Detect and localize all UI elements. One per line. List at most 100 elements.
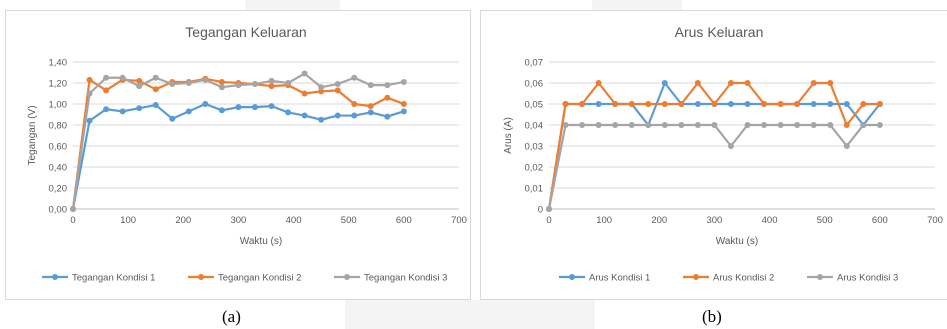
y-tick-label: 1,00 [49, 100, 68, 111]
data-point-arus-1 [694, 101, 701, 107]
data-point-tegangan-1 [351, 112, 358, 119]
data-point-arus-3 [628, 122, 635, 128]
data-point-arus-2 [876, 101, 883, 107]
data-point-arus-3 [562, 122, 569, 128]
chart-arus: Arus Keluaran 0 0,01 0,02 0,03 0,04 0,05 0,06 0,… [503, 24, 943, 284]
y-tick-label: 0,60 [49, 142, 68, 153]
data-point-arus-3 [612, 122, 619, 128]
series-line-tegangan-3 [71, 72, 405, 210]
data-point-arus-1 [744, 101, 751, 107]
legend-label: Arus Kondisi 1 [589, 273, 650, 284]
series-line-tegangan-2 [71, 77, 405, 210]
data-point-tegangan-1 [136, 105, 143, 112]
background-shade-bottom [345, 300, 595, 329]
data-point-arus-3 [694, 122, 701, 128]
x-tick-label: 200 [651, 215, 667, 226]
data-point-tegangan-3 [285, 80, 292, 86]
y-tick-label: 0,07 [525, 58, 544, 69]
data-point-arus-2 [761, 101, 768, 107]
data-point-arus-2 [628, 101, 635, 107]
legend-swatch-marker [52, 274, 58, 280]
data-point-tegangan-1 [169, 115, 176, 122]
data-point-arus-1 [843, 101, 850, 107]
y-tick-label: 0 [538, 205, 543, 216]
legend-swatch-marker [198, 274, 204, 280]
x-tick-label: 100 [596, 215, 612, 226]
data-point-tegangan-3 [152, 74, 159, 81]
data-point-tegangan-1 [367, 109, 374, 116]
data-point-arus-3 [546, 206, 552, 212]
data-point-tegangan-3 [301, 70, 308, 77]
legend-swatch-marker [817, 274, 823, 280]
data-point-tegangan-1 [384, 113, 391, 120]
legend-label: Tegangan Kondisi 2 [218, 273, 301, 284]
x-tick-label: 400 [286, 215, 302, 226]
data-point-tegangan-1 [185, 108, 192, 115]
data-point-arus-2 [860, 101, 867, 107]
data-point-tegangan-1 [103, 106, 110, 113]
data-point-tegangan-1 [235, 104, 242, 111]
data-point-tegangan-1 [202, 101, 209, 107]
x-tick-label: 500 [817, 215, 833, 226]
data-point-arus-3 [761, 122, 768, 128]
data-point-arus-2 [694, 80, 701, 86]
x-tick-label: 0 [546, 215, 551, 226]
data-point-arus-2 [645, 101, 652, 107]
data-point-tegangan-3 [251, 81, 258, 88]
data-point-tegangan-3 [185, 80, 192, 86]
data-point-tegangan-3 [218, 84, 225, 91]
data-point-arus-3 [777, 122, 784, 128]
x-tick-label: 300 [230, 215, 246, 226]
data-point-arus-2 [777, 101, 784, 107]
data-point-arus-2 [612, 101, 619, 107]
data-point-arus-1 [661, 80, 668, 86]
x-tick-label: 0 [70, 215, 75, 226]
data-point-tegangan-1 [218, 107, 225, 114]
data-point-arus-1 [810, 101, 817, 107]
data-point-tegangan-3 [334, 81, 341, 88]
legend-label: Arus Kondisi 2 [713, 273, 774, 284]
chart-panel-tegangan: Tegangan Keluaran 0,00 0,20 0,40 0,60 0,80 1,0… [5, 10, 471, 300]
data-point-tegangan-3 [202, 76, 209, 83]
data-point-tegangan-3 [169, 81, 176, 88]
y-tick-label: 0,05 [525, 100, 544, 111]
data-point-tegangan-1 [400, 108, 407, 115]
caption-b: (b) [702, 307, 722, 326]
x-tick-label: 600 [872, 215, 888, 226]
data-point-arus-3 [843, 143, 850, 149]
legend-swatch-marker [569, 274, 575, 280]
data-point-arus-3 [711, 122, 718, 128]
data-point-arus-1 [727, 101, 734, 107]
y-tick-label: 0,02 [525, 163, 544, 174]
data-point-arus-3 [579, 122, 586, 128]
chart-title: Tegangan Keluaran [185, 24, 306, 40]
data-point-tegangan-1 [152, 102, 159, 109]
y-tick-label: 0,03 [525, 142, 544, 153]
data-point-tegangan-3 [70, 206, 76, 212]
data-point-tegangan-1 [86, 117, 93, 124]
data-point-tegangan-3 [268, 77, 275, 84]
x-tick-label: 200 [175, 215, 191, 226]
data-point-arus-2 [579, 101, 586, 107]
data-point-tegangan-2 [400, 101, 407, 107]
series-line-tegangan-1 [71, 102, 405, 210]
x-tick-label: 400 [762, 215, 778, 226]
data-point-tegangan-1 [285, 109, 292, 116]
data-point-tegangan-3 [119, 74, 126, 81]
data-point-tegangan-3 [400, 78, 407, 85]
data-point-tegangan-2 [152, 86, 159, 93]
y-tick-label: 1,40 [49, 58, 68, 69]
data-point-arus-2 [595, 80, 602, 86]
data-point-tegangan-2 [136, 77, 143, 84]
data-point-arus-2 [562, 101, 569, 107]
data-point-tegangan-3 [136, 83, 143, 90]
x-axis-title: Waktu (s) [716, 236, 758, 247]
x-tick-label: 600 [396, 215, 412, 226]
data-point-arus-1 [827, 101, 834, 107]
data-point-tegangan-1 [119, 108, 126, 115]
y-tick-label: 0,04 [525, 121, 544, 132]
data-point-arus-2 [827, 80, 834, 86]
data-point-tegangan-3 [367, 82, 374, 89]
data-point-tegangan-3 [318, 84, 325, 91]
y-tick-label: 0,01 [525, 184, 544, 195]
